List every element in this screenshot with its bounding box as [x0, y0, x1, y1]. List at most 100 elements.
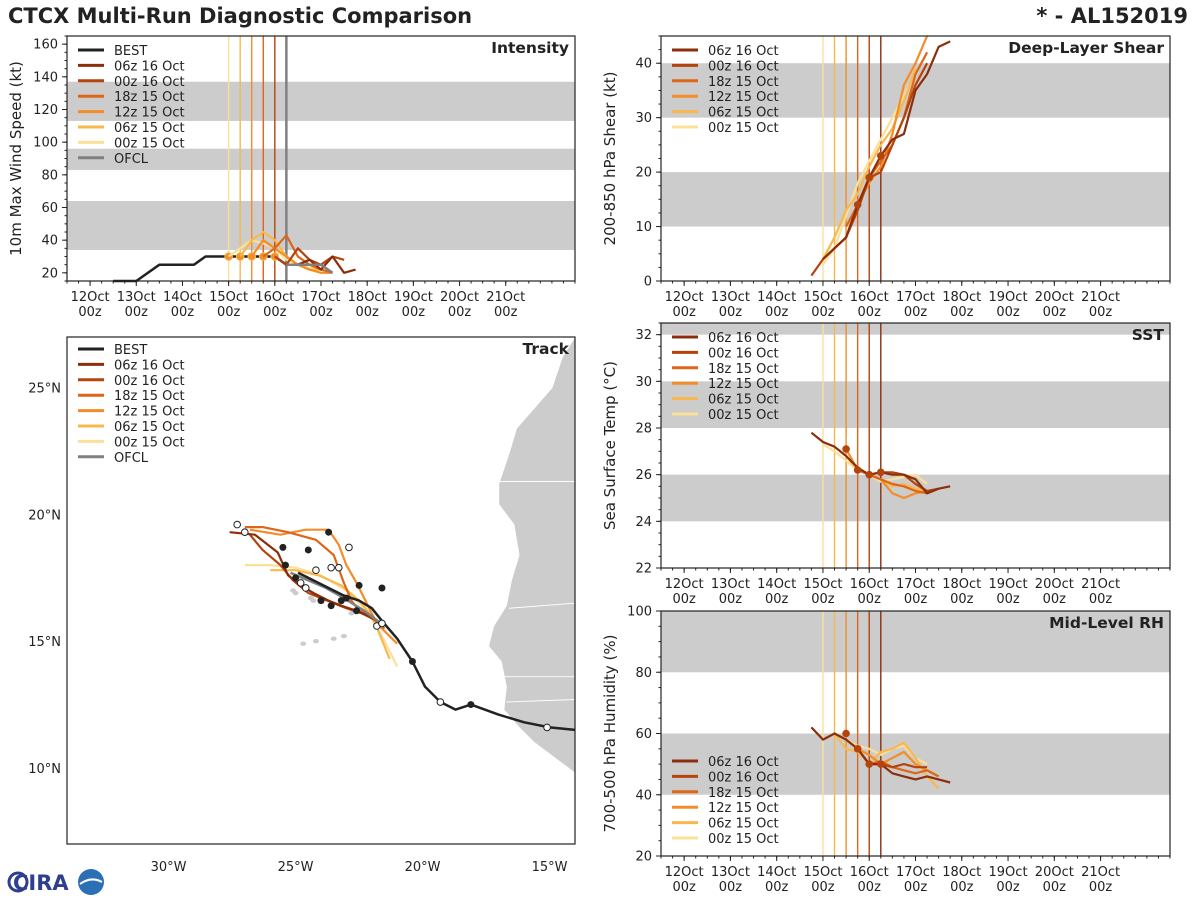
- sst-xtick-label: 00z: [672, 592, 696, 607]
- rh-legend-label-18z-15-oct: 18z 15 Oct: [708, 786, 779, 801]
- shear-series-06z-15-oct: [822, 68, 917, 260]
- shear-panel: 01020304012Oct00z13Oct00z14Oct00z15Oct00…: [601, 35, 1171, 320]
- sst-ytick-label: 28: [635, 422, 652, 437]
- track-legend-label-06z-15-oct: 06z 15 Oct: [114, 420, 185, 435]
- shear-xtick-label: 21Oct: [1081, 290, 1120, 305]
- track-point-open: [241, 528, 249, 536]
- intensity-title: Intensity: [491, 39, 569, 57]
- sst-band-2: [661, 323, 1170, 335]
- shear-marker-0: [853, 200, 862, 209]
- intensity-legend-label-06z-16-oct: 06z 16 Oct: [114, 59, 185, 74]
- sst-legend-label-06z-16-oct: 06z 16 Oct: [708, 331, 779, 346]
- intensity-band-0: [67, 200, 575, 250]
- logo-text: CIRA: [13, 871, 69, 895]
- shear-xtick-label: 00z: [811, 305, 835, 320]
- sst-xtick-label: 00z: [1089, 592, 1113, 607]
- sst-xtick-label: 00z: [904, 592, 928, 607]
- sst-xtick-label: 21Oct: [1081, 577, 1120, 592]
- track-point-filled: [355, 581, 363, 589]
- rh-legend-label-06z-15-oct: 06z 15 Oct: [708, 817, 779, 832]
- intensity-xtick-label: 18Oct: [348, 290, 387, 305]
- track-point-filled: [467, 701, 475, 709]
- rh-ytick-label: 20: [635, 850, 652, 865]
- intensity-xtick-label: 00z: [494, 305, 518, 320]
- track-legend-label-12z-15-oct: 12z 15 Oct: [114, 405, 185, 420]
- shear-xtick-label: 14Oct: [757, 290, 796, 305]
- rh-xtick-label: 20Oct: [1035, 865, 1074, 880]
- country-border-1: [508, 602, 576, 609]
- track-series-06z-15-oct: [270, 569, 391, 660]
- track-point-filled: [304, 546, 312, 554]
- intensity-ytick-label: 140: [33, 70, 58, 85]
- rh-xtick-label: 00z: [1043, 880, 1067, 895]
- shear-xtick-label: 18Oct: [942, 290, 981, 305]
- intensity-xtick-label: 15Oct: [209, 290, 248, 305]
- cira-logo: CIRA: [7, 869, 104, 895]
- shear-marker-2: [876, 151, 885, 160]
- sst-legend-label-18z-15-oct: 18z 15 Oct: [708, 362, 779, 377]
- intensity-legend-label-06z-15-oct: 06z 15 Oct: [114, 121, 185, 136]
- track-ytick-label: 20°N: [28, 508, 61, 523]
- intensity-ytick-label: 20: [41, 266, 58, 281]
- rh-legend-label-06z-16-oct: 06z 16 Oct: [708, 755, 779, 770]
- intensity-xtick-label: 00z: [125, 305, 149, 320]
- track-point-open: [345, 543, 353, 552]
- rh-xtick-label: 12Oct: [665, 865, 704, 880]
- shear-xtick-label: 00z: [672, 305, 696, 320]
- shear-xtick-label: 12Oct: [665, 290, 704, 305]
- sst-ytick-label: 26: [635, 468, 652, 483]
- shear-xtick-label: 00z: [1089, 305, 1113, 320]
- cape-verde-island: [312, 639, 319, 644]
- track-ytick-label: 10°N: [28, 762, 61, 777]
- intensity-band-2: [67, 81, 575, 121]
- track-point-filled: [378, 584, 386, 592]
- rh-xtick-label: 21Oct: [1081, 865, 1120, 880]
- rh-xtick-label: 00z: [996, 880, 1020, 895]
- rh-title: Mid-Level RH: [1049, 614, 1164, 632]
- sst-legend-label-00z-16-oct: 00z 16 Oct: [708, 346, 779, 361]
- intensity-xtick-label: 00z: [78, 305, 102, 320]
- intensity-series-12z-15-oct: [250, 239, 333, 274]
- storm-id: * - AL152019: [1036, 4, 1188, 28]
- track-xtick-label: 15°W: [532, 860, 568, 875]
- track-legend-label-00z-16-oct: 00z 16 Oct: [114, 374, 185, 389]
- sst-xtick-label: 16Oct: [850, 577, 889, 592]
- sst-xtick-label: 00z: [858, 592, 882, 607]
- rh-xtick-label: 14Oct: [757, 865, 796, 880]
- track-legend-label-best: BEST: [114, 343, 147, 358]
- rh-xtick-label: 15Oct: [803, 865, 842, 880]
- shear-legend-label-06z-16-oct: 06z 16 Oct: [708, 44, 779, 59]
- sst-marker-0: [842, 445, 850, 453]
- intensity-legend-label-best: BEST: [114, 44, 147, 59]
- rh-xtick-label: 00z: [719, 880, 743, 895]
- intensity-legend-label-18z-15-oct: 18z 15 Oct: [114, 90, 185, 105]
- intensity-ytick-label: 60: [41, 201, 58, 216]
- intensity-legend-label-00z-15-oct: 00z 15 Oct: [114, 136, 185, 151]
- rh-xtick-label: 16Oct: [850, 865, 889, 880]
- track-frame: [66, 336, 576, 845]
- africa-coast: [488, 335, 576, 774]
- figure-title: CTCX Multi-Run Diagnostic Comparison: [8, 4, 473, 28]
- sst-xtick-label: 00z: [765, 592, 789, 607]
- shear-xtick-label: 20Oct: [1035, 290, 1074, 305]
- rh-xtick-label: 00z: [765, 880, 789, 895]
- sst-band-0: [661, 474, 1170, 522]
- shear-legend-label-00z-15-oct: 00z 15 Oct: [708, 121, 779, 136]
- track-legend-label-ofcl: OFCL: [114, 451, 149, 466]
- sst-ytick-label: 22: [635, 562, 652, 577]
- rh-ylabel: 700-500 hPa Humidity (%): [601, 634, 619, 832]
- sst-xtick-label: 00z: [1043, 592, 1067, 607]
- intensity-xtick-label: 00z: [171, 305, 195, 320]
- sst-xtick-label: 12Oct: [665, 577, 704, 592]
- track-series-12z-15-oct: [249, 528, 398, 645]
- sst-legend-label-12z-15-oct: 12z 15 Oct: [708, 377, 779, 392]
- track-point-filled: [327, 602, 335, 610]
- sst-xtick-label: 15Oct: [803, 577, 842, 592]
- intensity-xtick-label: 00z: [402, 305, 426, 320]
- track-point-filled: [317, 597, 325, 605]
- track-ytick-label: 15°N: [28, 635, 61, 650]
- intensity-legend-label-00z-16-oct: 00z 16 Oct: [114, 75, 185, 90]
- track-point-filled: [281, 561, 289, 569]
- rh-xtick-label: 00z: [950, 880, 974, 895]
